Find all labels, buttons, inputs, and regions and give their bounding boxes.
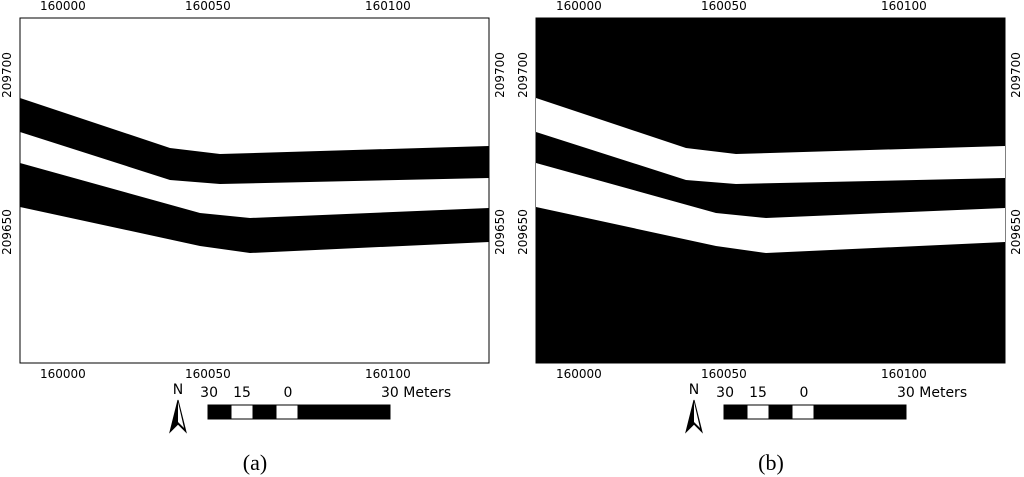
scale-label: 30 Meters	[381, 385, 451, 401]
y-coord-label: 209700	[0, 52, 14, 98]
scale-label: 15	[233, 385, 251, 401]
x-coord-label: 160100	[365, 0, 411, 13]
scale-segment	[746, 404, 770, 420]
scale-label: 0	[800, 385, 809, 401]
scale-segment	[813, 404, 907, 420]
scale-segment	[768, 404, 793, 420]
north-arrow-half	[178, 402, 184, 428]
y-coord-label: 209700	[493, 52, 507, 98]
raster-band	[20, 163, 489, 253]
y-coord-label: 209650	[0, 209, 14, 255]
x-coord-label: 160100	[365, 367, 411, 381]
scale-label: 15	[749, 385, 767, 401]
north-label: N	[689, 382, 699, 398]
y-coord-label: 209650	[1009, 209, 1023, 255]
x-coord-label: 160050	[185, 367, 231, 381]
scale-segment	[252, 404, 277, 420]
scale-segment	[275, 404, 299, 420]
scale-label: 0	[284, 385, 293, 401]
raster-band	[536, 163, 1005, 253]
raster-band	[536, 98, 1005, 184]
scale-label: 30	[716, 385, 734, 401]
x-coord-label: 160000	[556, 367, 602, 381]
scale-label: 30 Meters	[897, 385, 967, 401]
scale-label: 30	[200, 385, 218, 401]
scale-segment	[230, 404, 254, 420]
x-coord-label: 160100	[881, 367, 927, 381]
north-label: N	[173, 382, 183, 398]
x-coord-label: 160050	[185, 0, 231, 13]
x-coord-label: 160000	[556, 0, 602, 13]
x-coord-label: 160050	[701, 367, 747, 381]
x-coord-label: 160100	[881, 0, 927, 13]
scale-segment	[723, 404, 748, 420]
y-coord-label: 209650	[493, 209, 507, 255]
scale-segment	[207, 404, 232, 420]
scale-segment	[297, 404, 391, 420]
y-coord-label: 209700	[516, 52, 530, 98]
caption: (a)	[243, 450, 267, 475]
caption: (b)	[758, 450, 784, 475]
scale-segment	[791, 404, 815, 420]
north-arrow-half	[694, 402, 700, 428]
y-coord-label: 209700	[1009, 52, 1023, 98]
raster-band	[20, 98, 489, 184]
x-coord-label: 160050	[701, 0, 747, 13]
x-coord-label: 160000	[40, 367, 86, 381]
x-coord-label: 160000	[40, 0, 86, 13]
y-coord-label: 209650	[516, 209, 530, 255]
